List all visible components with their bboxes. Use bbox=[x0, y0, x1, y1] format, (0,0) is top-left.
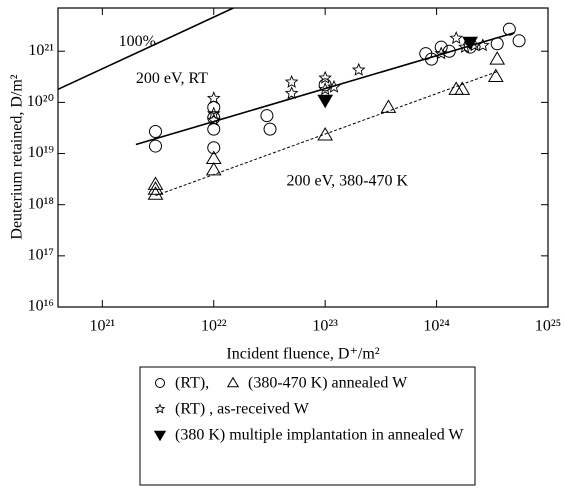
y-tick-label: 10¹⁸ bbox=[28, 195, 54, 212]
legend-label: (380 K) multiple implantation in anneale… bbox=[175, 427, 464, 444]
star-marker bbox=[449, 30, 464, 44]
x-tick-label: 10²³ bbox=[312, 318, 338, 335]
circle-marker bbox=[148, 124, 162, 138]
annotation: 100% bbox=[119, 33, 156, 50]
triangle-marker bbox=[226, 376, 240, 388]
circle-marker bbox=[155, 378, 165, 388]
circle-marker bbox=[148, 139, 162, 153]
star-marker bbox=[327, 79, 341, 93]
y-axis-label: Deuterium retained, D/m² bbox=[9, 74, 26, 239]
star-marker bbox=[154, 403, 166, 414]
y-tick-label: 10¹⁹ bbox=[28, 144, 55, 161]
circle-marker bbox=[207, 111, 221, 125]
star-marker bbox=[206, 106, 221, 120]
x-tick-label: 10²⁵ bbox=[535, 318, 561, 335]
legend-label: (RT) , as-received W bbox=[175, 401, 310, 418]
star-marker bbox=[206, 112, 221, 126]
annotation: 200 eV, RT bbox=[136, 70, 208, 87]
x-axis-label: Incident fluence, D⁺/m² bbox=[226, 346, 379, 363]
triangle-marker bbox=[205, 161, 222, 176]
triangle-marker bbox=[317, 127, 334, 141]
filled-triangle-marker bbox=[462, 36, 478, 51]
y-tick-label: 10²⁰ bbox=[27, 93, 54, 110]
triangle-marker bbox=[147, 181, 164, 195]
triangle-marker bbox=[454, 81, 471, 95]
circle-marker bbox=[263, 122, 277, 136]
circle-marker bbox=[207, 122, 221, 136]
star-marker bbox=[434, 46, 449, 60]
x-tick-label: 10²⁴ bbox=[423, 318, 450, 335]
fit-line bbox=[135, 31, 515, 146]
star-marker bbox=[475, 38, 490, 52]
triangle-marker bbox=[380, 99, 397, 113]
x-tick-label: 10²² bbox=[201, 318, 227, 335]
plot-frame bbox=[57, 7, 549, 308]
legend-label: (380-470 K) annealed W bbox=[248, 375, 408, 392]
y-tick-label: 10²¹ bbox=[28, 42, 54, 59]
filled-triangle-marker bbox=[317, 94, 334, 109]
star-marker bbox=[351, 62, 366, 76]
star-marker bbox=[284, 74, 299, 88]
star-marker bbox=[284, 86, 299, 100]
triangle-marker bbox=[147, 176, 164, 190]
x-tick-label: 10²¹ bbox=[90, 318, 116, 335]
circle-marker bbox=[502, 22, 516, 36]
circle-marker bbox=[207, 141, 221, 155]
circle-marker bbox=[512, 34, 526, 48]
legend-label: (RT), bbox=[175, 375, 209, 392]
annotation: 200 eV, 380-470 K bbox=[287, 172, 409, 189]
circle-marker bbox=[424, 52, 438, 66]
y-tick-label: 10¹⁶ bbox=[28, 298, 54, 315]
y-tick-label: 10¹⁷ bbox=[28, 247, 54, 264]
triangle-marker bbox=[489, 51, 506, 65]
legend-box bbox=[139, 366, 476, 486]
filled-triangle-marker bbox=[153, 430, 167, 442]
star-marker bbox=[206, 91, 221, 105]
triangle-marker bbox=[487, 68, 504, 83]
fit-line bbox=[57, 7, 234, 91]
star-marker bbox=[318, 82, 332, 96]
circle-marker bbox=[434, 40, 448, 54]
circle-marker bbox=[260, 109, 274, 123]
circle-marker bbox=[490, 37, 504, 51]
star-marker bbox=[318, 70, 332, 84]
triangle-marker bbox=[147, 186, 164, 200]
